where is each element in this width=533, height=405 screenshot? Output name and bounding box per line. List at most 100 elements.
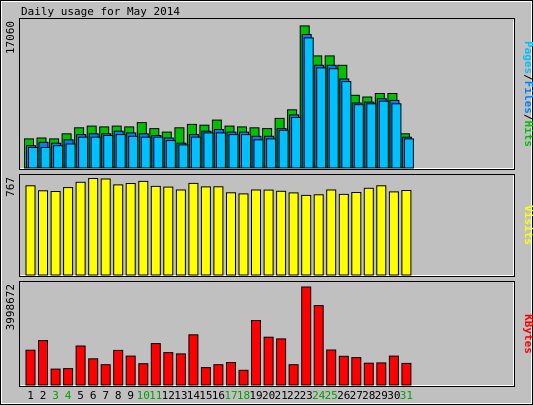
- bar-kbytes-day-13: [175, 353, 186, 386]
- bar-visits-day-26: [338, 193, 349, 276]
- bar-visits-day-5: [75, 181, 86, 276]
- bar-kbytes-day-22: [288, 364, 299, 386]
- series-kbytes: [25, 286, 412, 386]
- day-label-22: 22: [287, 389, 300, 402]
- y-max-label: 3998672: [4, 284, 17, 330]
- bar-kbytes-day-2: [38, 340, 48, 386]
- bar-pages-day-31: [403, 138, 414, 169]
- bar-kbytes-day-26: [338, 355, 349, 386]
- bar-kbytes-day-23: [301, 286, 312, 386]
- y-max-label: 767: [4, 177, 17, 197]
- day-label-31: 31: [400, 389, 413, 402]
- panel-3: 3998672 KBytes: [4, 281, 533, 387]
- bar-pages-day-24: [316, 67, 327, 169]
- legend: KBytes: [522, 314, 533, 354]
- bar-kbytes-day-30: [388, 355, 399, 386]
- day-label-24: 24: [312, 389, 326, 402]
- day-label-7: 7: [102, 389, 109, 402]
- legend-entry: /: [522, 74, 533, 81]
- day-label-12: 12: [162, 389, 175, 402]
- bar-visits-day-25: [326, 189, 337, 276]
- bar-kbytes-day-12: [163, 352, 174, 386]
- bar-visits-day-23: [301, 194, 312, 276]
- day-label-2: 2: [40, 389, 47, 402]
- chart-title: Daily usage for May 2014: [21, 5, 180, 18]
- bar-pages-day-1: [28, 147, 38, 169]
- bar-kbytes-day-24: [313, 305, 324, 386]
- bar-visits-day-7: [100, 178, 111, 276]
- bar-visits-day-4: [63, 187, 74, 276]
- day-label-14: 14: [187, 389, 201, 402]
- legend: Visits: [522, 205, 533, 245]
- bar-visits-day-10: [138, 180, 149, 276]
- bar-visits-day-22: [288, 192, 299, 276]
- bar-kbytes-day-17: [226, 362, 236, 386]
- bar-kbytes-day-21: [276, 338, 287, 386]
- bar-kbytes-day-3: [50, 368, 61, 386]
- bar-kbytes-day-16: [213, 364, 224, 386]
- legend-entry: Hits: [522, 121, 533, 148]
- bar-pages-day-9: [128, 135, 139, 169]
- bar-kbytes-day-31: [401, 362, 412, 386]
- day-label-5: 5: [77, 389, 84, 402]
- day-label-17: 17: [224, 389, 237, 402]
- bar-kbytes-day-15: [200, 367, 211, 386]
- bar-pages-day-26: [341, 81, 352, 169]
- bar-visits-day-21: [276, 190, 287, 276]
- bar-visits-day-27: [351, 192, 362, 276]
- bar-pages-day-12: [165, 140, 176, 169]
- bar-kbytes-day-1: [25, 349, 36, 386]
- day-label-18: 18: [237, 389, 250, 402]
- bar-visits-day-1: [25, 185, 36, 276]
- bar-kbytes-day-29: [376, 362, 387, 386]
- bar-pages-day-21: [278, 129, 289, 169]
- day-label-13: 13: [174, 389, 187, 402]
- bar-kbytes-day-18: [238, 369, 249, 386]
- bar-pages-day-19: [253, 139, 264, 169]
- bar-pages-day-5: [78, 136, 89, 169]
- chart-panels: 17060Pages/Files/Hits767Visits3998672KBy…: [4, 18, 533, 387]
- bar-kbytes-day-19: [251, 320, 261, 386]
- bar-visits-day-14: [188, 182, 199, 276]
- bar-kbytes-day-4: [63, 368, 74, 386]
- bar-pages-day-13: [178, 144, 189, 169]
- y-max-label: 17060: [4, 21, 17, 54]
- bar-pages-day-3: [53, 145, 64, 169]
- bar-pages-day-14: [190, 136, 201, 169]
- bar-pages-day-28: [366, 103, 377, 169]
- legend-entry: Pages: [522, 41, 533, 74]
- day-label-1: 1: [27, 389, 34, 402]
- bar-kbytes-day-5: [75, 345, 86, 386]
- bar-kbytes-day-6: [88, 358, 99, 386]
- bar-pages-day-6: [90, 136, 101, 169]
- bar-visits-day-31: [401, 190, 412, 276]
- bar-visits-day-13: [175, 189, 186, 276]
- day-label-4: 4: [65, 389, 72, 402]
- bar-visits-day-3: [50, 191, 61, 276]
- bar-pages-day-20: [266, 138, 277, 169]
- bar-pages-day-16: [215, 132, 226, 169]
- bar-pages-day-25: [328, 68, 339, 169]
- bar-pages-day-4: [65, 143, 76, 169]
- legend: Pages/Files/Hits: [522, 41, 533, 147]
- bar-pages-day-27: [353, 104, 364, 169]
- day-label-9: 9: [127, 389, 134, 402]
- day-label-8: 8: [115, 389, 122, 402]
- bar-kbytes-day-14: [188, 334, 199, 386]
- bar-visits-day-19: [251, 189, 261, 276]
- legend-entry: Files: [522, 81, 533, 114]
- bar-visits-day-29: [376, 185, 387, 276]
- bar-visits-day-20: [263, 189, 274, 276]
- day-label-29: 29: [375, 389, 388, 402]
- bar-visits-day-17: [226, 192, 236, 276]
- bar-visits-day-2: [38, 190, 48, 276]
- bar-pages-day-17: [228, 134, 239, 169]
- bar-visits-day-30: [388, 191, 399, 276]
- bar-kbytes-day-28: [363, 362, 374, 386]
- bar-pages-day-18: [241, 134, 251, 169]
- bar-visits-day-28: [363, 187, 374, 276]
- day-label-16: 16: [212, 389, 225, 402]
- bar-visits-day-8: [113, 184, 124, 276]
